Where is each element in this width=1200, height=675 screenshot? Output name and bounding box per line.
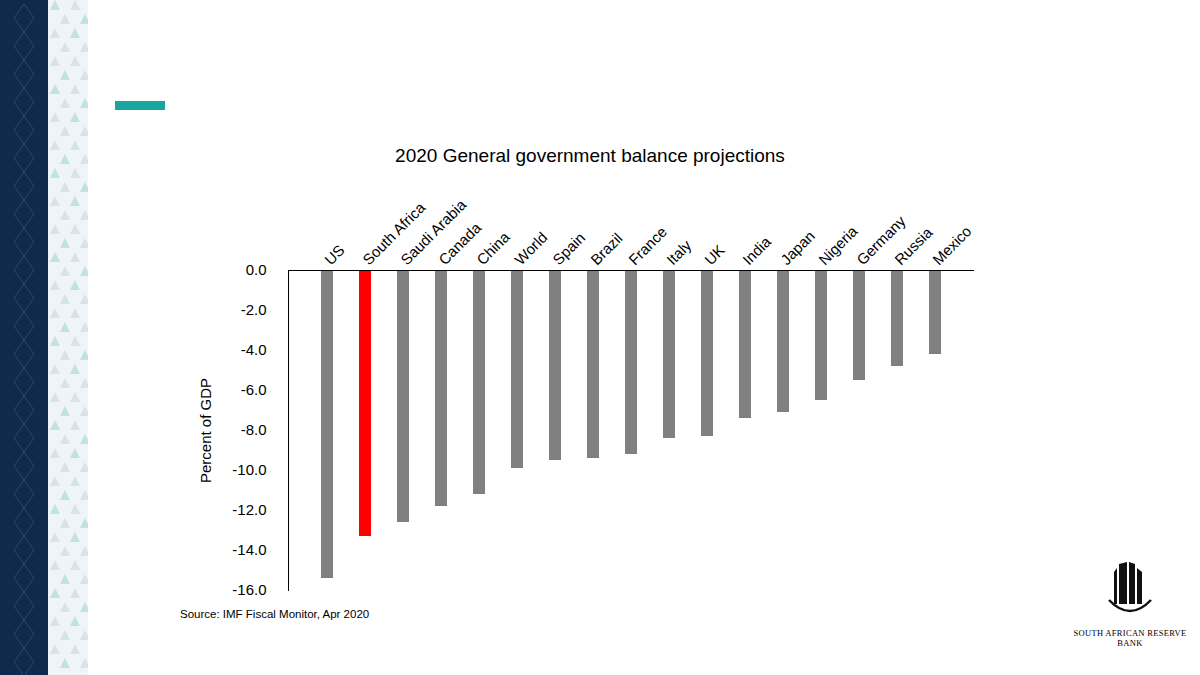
svg-text:Mexico: Mexico	[929, 222, 975, 268]
svg-text:Saudi Arabia: Saudi Arabia	[397, 195, 470, 268]
svg-text:UK: UK	[701, 241, 728, 268]
svg-text:Percent of GDP: Percent of GDP	[197, 378, 214, 483]
svg-text:-8.0: -8.0	[241, 421, 267, 438]
svg-text:Nigeria: Nigeria	[815, 222, 861, 268]
svg-text:Canada: Canada	[435, 218, 485, 268]
svg-text:-4.0: -4.0	[241, 341, 267, 358]
svg-text:0.0: 0.0	[246, 261, 267, 278]
svg-text:-12.0: -12.0	[232, 501, 266, 518]
html-text:2020 General government balanc: 2020 General government balance projecti…	[395, 145, 785, 166]
svg-text:US: US	[321, 241, 348, 268]
svg-text:-14.0: -14.0	[232, 541, 266, 558]
svg-text:Spain: Spain	[549, 229, 588, 268]
svg-text:South Africa: South Africa	[359, 198, 429, 268]
svg-text:-10.0: -10.0	[232, 461, 266, 478]
svg-text:China: China	[473, 228, 513, 268]
svg-text:-2.0: -2.0	[241, 301, 267, 318]
svg-text:Italy: Italy	[663, 236, 695, 268]
html-text:Source: IMF Fiscal Monitor, Ap: Source: IMF Fiscal Monitor, Apr 2020	[180, 608, 370, 620]
svg-text:Brazil: Brazil	[587, 229, 626, 268]
svg-text:India: India	[739, 233, 774, 268]
svg-text:World: World	[511, 228, 551, 268]
html-text:SOUTH AFRICAN RESERVE BANK: SOUTH AFRICAN RESERVE BANK	[1073, 628, 1187, 648]
svg-text:Germany: Germany	[853, 212, 909, 268]
svg-text:France: France	[625, 223, 670, 268]
svg-text:-6.0: -6.0	[241, 381, 267, 398]
svg-text:-16.0: -16.0	[232, 581, 266, 598]
svg-text:Japan: Japan	[777, 227, 818, 268]
svg-text:Russia: Russia	[891, 223, 936, 268]
